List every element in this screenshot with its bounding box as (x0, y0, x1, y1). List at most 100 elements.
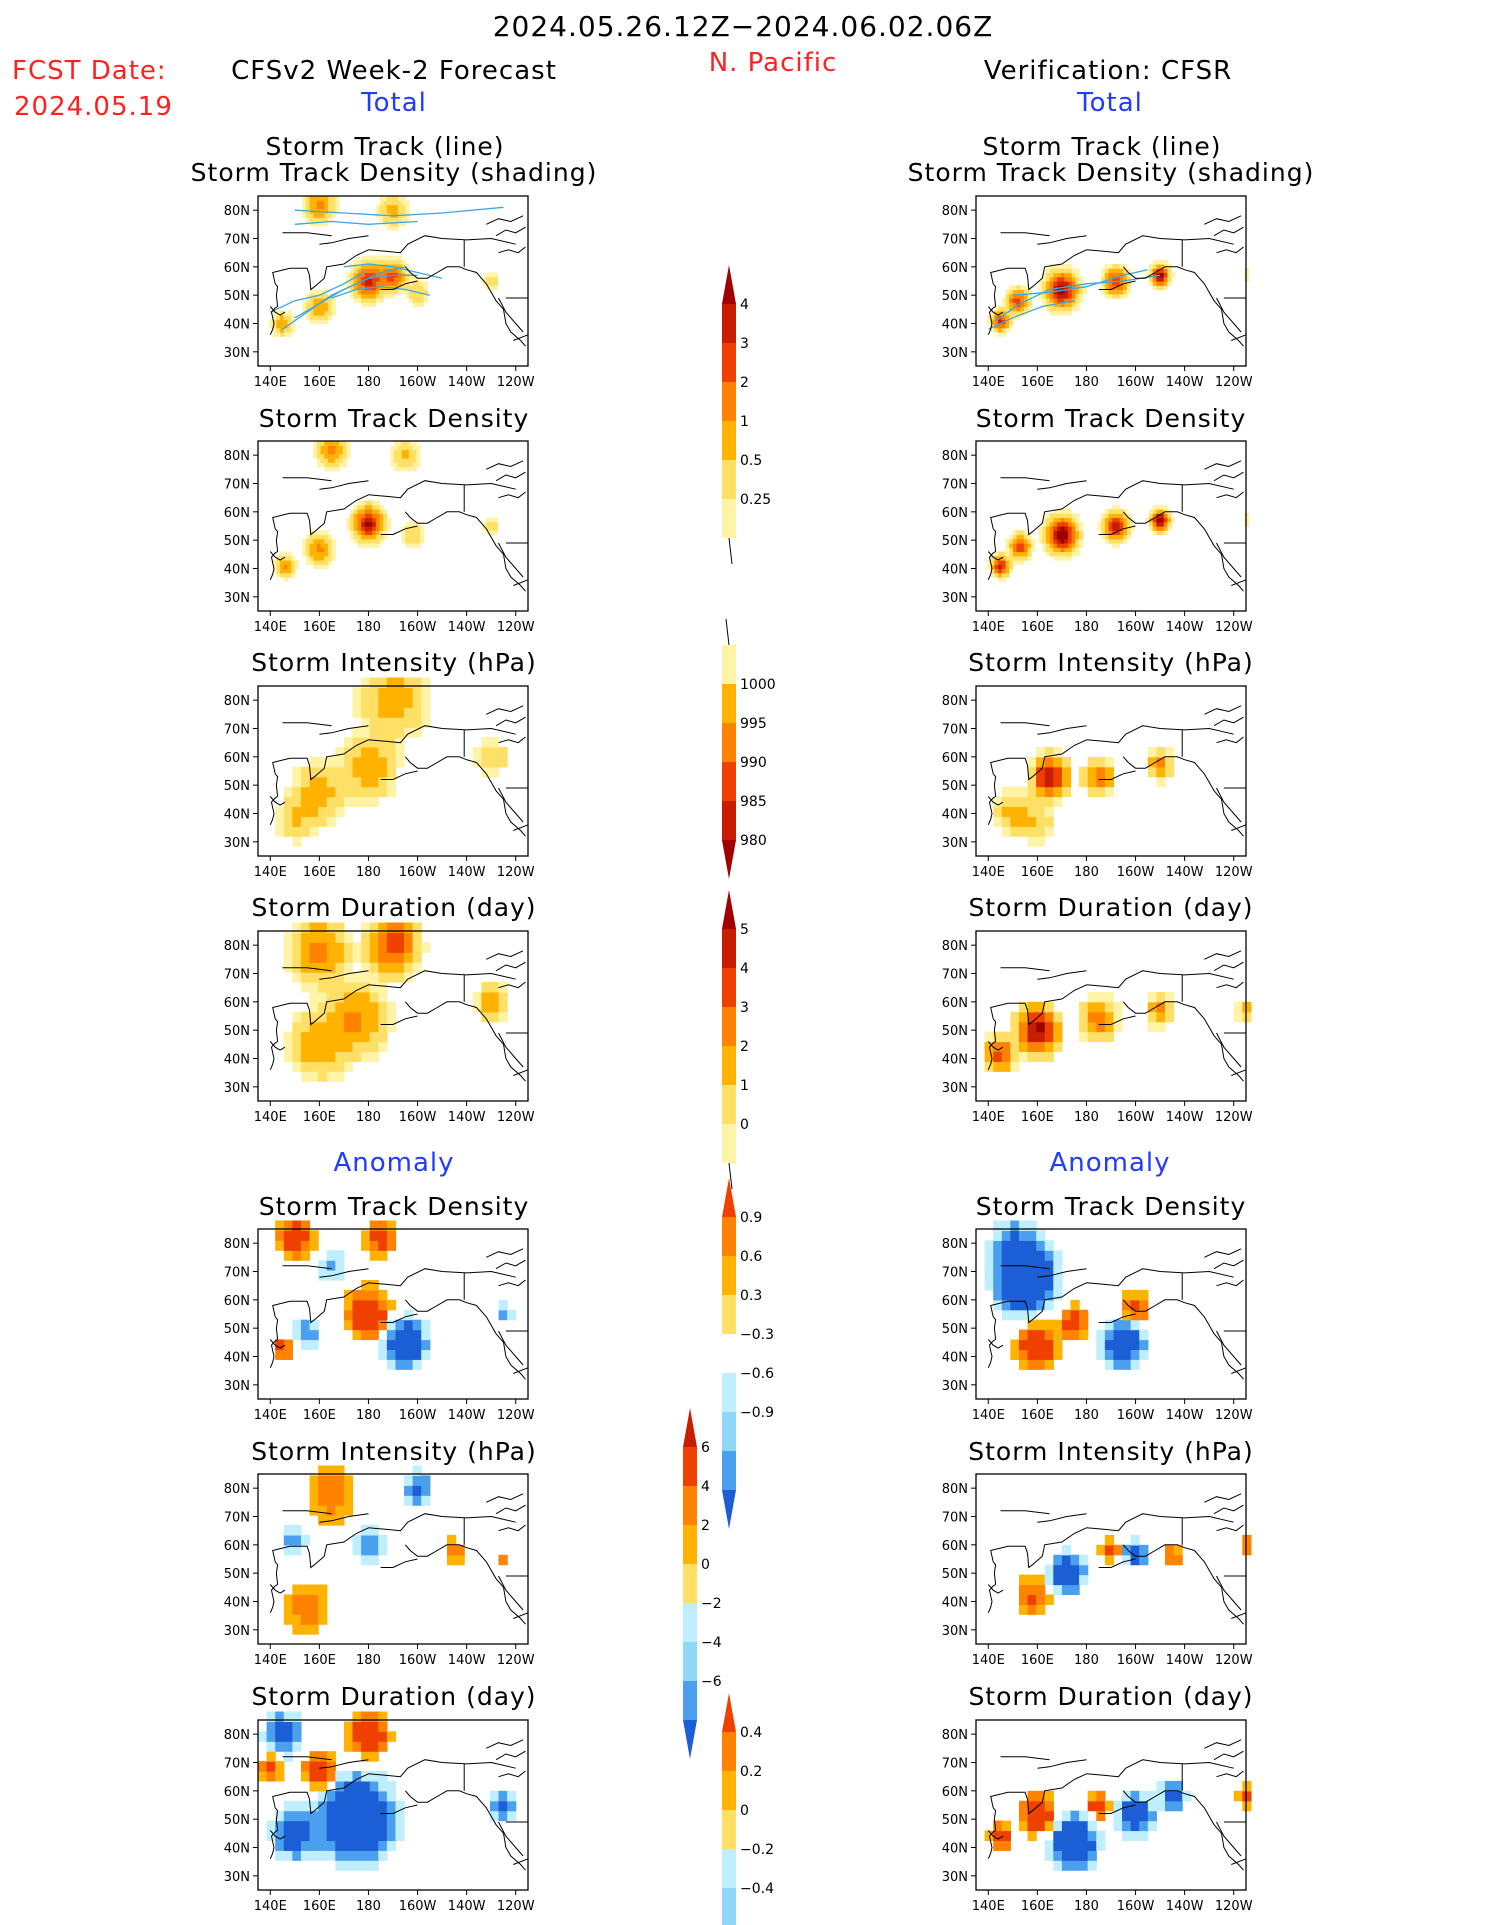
lon-label: 160W (1117, 375, 1155, 390)
field-cell (369, 1230, 379, 1241)
field-cells (275, 677, 508, 847)
field-cell (1001, 816, 1011, 827)
field-cell (1112, 509, 1117, 514)
field-cell (1104, 1534, 1115, 1546)
field-cell (395, 1800, 405, 1812)
field-cell (1049, 264, 1054, 269)
field-cell (309, 293, 314, 299)
field-cell (1060, 302, 1065, 308)
coastline (498, 1330, 524, 1366)
field-cell (1068, 293, 1073, 299)
field-cell (1053, 534, 1058, 540)
field-cell (405, 538, 410, 544)
field-cell (324, 298, 329, 303)
field-cell (1027, 1800, 1037, 1812)
field-cell (1027, 1594, 1037, 1605)
field-cell (320, 555, 325, 561)
field-cell (489, 1810, 500, 1822)
field-cell (1045, 281, 1051, 286)
field-cell (1044, 766, 1054, 778)
field-cell (379, 276, 384, 282)
lon-label: 160E (1021, 1408, 1054, 1423)
field-cell (1068, 526, 1073, 531)
field-cell (309, 1505, 319, 1516)
field-cell (361, 1319, 371, 1331)
field-cell (1012, 285, 1018, 291)
field-cell (343, 737, 354, 748)
field-cell (372, 534, 377, 540)
field-cell (300, 1624, 311, 1635)
coastline (495, 1504, 526, 1515)
coastline (282, 1756, 332, 1761)
field-cell (343, 1299, 354, 1311)
field-cell (1104, 1339, 1115, 1351)
field-cell (401, 196, 406, 201)
field-cell (309, 922, 319, 934)
field-cell (1027, 1289, 1037, 1301)
lon-label: 160E (1021, 375, 1054, 390)
field-cell (1070, 1319, 1080, 1331)
coastline (1231, 334, 1247, 341)
coastline (486, 950, 524, 960)
field-cell (318, 1061, 328, 1072)
field-cell (1060, 538, 1065, 544)
field-cell (993, 1250, 1003, 1261)
field-cell (324, 208, 329, 214)
lat-label: 30N (224, 1870, 250, 1885)
field-cell (361, 972, 371, 983)
field-cell (287, 560, 292, 565)
lon-label: 120W (497, 865, 535, 880)
field-cell (331, 538, 336, 544)
field-cell (386, 1780, 397, 1792)
field-cell (318, 962, 328, 973)
field-cell (320, 538, 325, 544)
field-cell (1042, 281, 1047, 286)
field-cell (386, 962, 397, 973)
field-cell (320, 441, 325, 446)
field-cell (1001, 332, 1007, 337)
field-cell (1010, 1230, 1020, 1241)
field-cell (401, 276, 406, 282)
lon-label: 140E (972, 1899, 1005, 1914)
field-cell (412, 281, 417, 286)
field-cell (1049, 547, 1054, 553)
field-cell (318, 1584, 328, 1596)
field-cell (1042, 547, 1047, 553)
field-cell (361, 1810, 371, 1822)
field-cell (408, 543, 414, 548)
field-cell (1115, 281, 1121, 286)
field-cell (292, 1614, 302, 1625)
field-cell (1163, 513, 1169, 519)
lon-label: 140E (254, 375, 287, 390)
coastline (319, 1513, 369, 1523)
field-cell (481, 756, 491, 768)
field-cell (369, 1031, 379, 1043)
field-cell (324, 302, 329, 308)
field-cell (378, 746, 388, 758)
lon-label: 120W (1215, 375, 1253, 390)
field-cell (309, 1771, 319, 1782)
field-cell (397, 466, 403, 472)
field-cell (375, 264, 381, 269)
field-cell (280, 560, 285, 565)
field-cell (1122, 1830, 1132, 1842)
field-cell (379, 272, 384, 278)
field-cell (1104, 786, 1115, 798)
field-cell (372, 264, 377, 269)
field-cell (364, 509, 370, 514)
map-frame (257, 930, 529, 1102)
field-cell (283, 1741, 293, 1752)
field-cell (350, 285, 355, 291)
field-cell (1156, 285, 1161, 291)
panel-title-anom-duration-left: Storm Duration (day) (251, 1682, 537, 1711)
field-cell (1042, 285, 1047, 291)
field-cell (1001, 786, 1011, 798)
field-cell (335, 796, 345, 808)
colorbar-label: 985 (740, 794, 767, 810)
field-cell (361, 293, 366, 299)
field-cell (291, 315, 296, 320)
field-cell (343, 1840, 354, 1851)
field-cells (987, 504, 1250, 582)
